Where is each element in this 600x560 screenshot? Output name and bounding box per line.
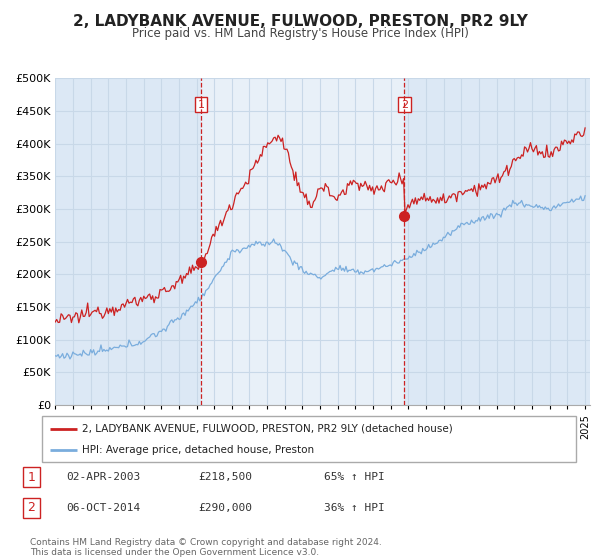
Text: 1: 1 <box>27 470 35 484</box>
Text: 65% ↑ HPI: 65% ↑ HPI <box>324 472 385 482</box>
Text: 02-APR-2003: 02-APR-2003 <box>66 472 140 482</box>
Text: 2, LADYBANK AVENUE, FULWOOD, PRESTON, PR2 9LY (detached house): 2, LADYBANK AVENUE, FULWOOD, PRESTON, PR… <box>82 423 453 433</box>
Text: £290,000: £290,000 <box>198 503 252 513</box>
Text: 36% ↑ HPI: 36% ↑ HPI <box>324 503 385 513</box>
Text: £218,500: £218,500 <box>198 472 252 482</box>
Text: 2, LADYBANK AVENUE, FULWOOD, PRESTON, PR2 9LY: 2, LADYBANK AVENUE, FULWOOD, PRESTON, PR… <box>73 14 527 29</box>
FancyBboxPatch shape <box>42 416 576 462</box>
Text: Price paid vs. HM Land Registry's House Price Index (HPI): Price paid vs. HM Land Registry's House … <box>131 27 469 40</box>
Text: 2: 2 <box>401 100 408 110</box>
Text: HPI: Average price, detached house, Preston: HPI: Average price, detached house, Pres… <box>82 445 314 455</box>
Text: 2: 2 <box>27 501 35 515</box>
Text: 1: 1 <box>197 100 205 110</box>
Text: Contains HM Land Registry data © Crown copyright and database right 2024.
This d: Contains HM Land Registry data © Crown c… <box>30 538 382 557</box>
Bar <box>201 78 404 405</box>
Text: 06-OCT-2014: 06-OCT-2014 <box>66 503 140 513</box>
